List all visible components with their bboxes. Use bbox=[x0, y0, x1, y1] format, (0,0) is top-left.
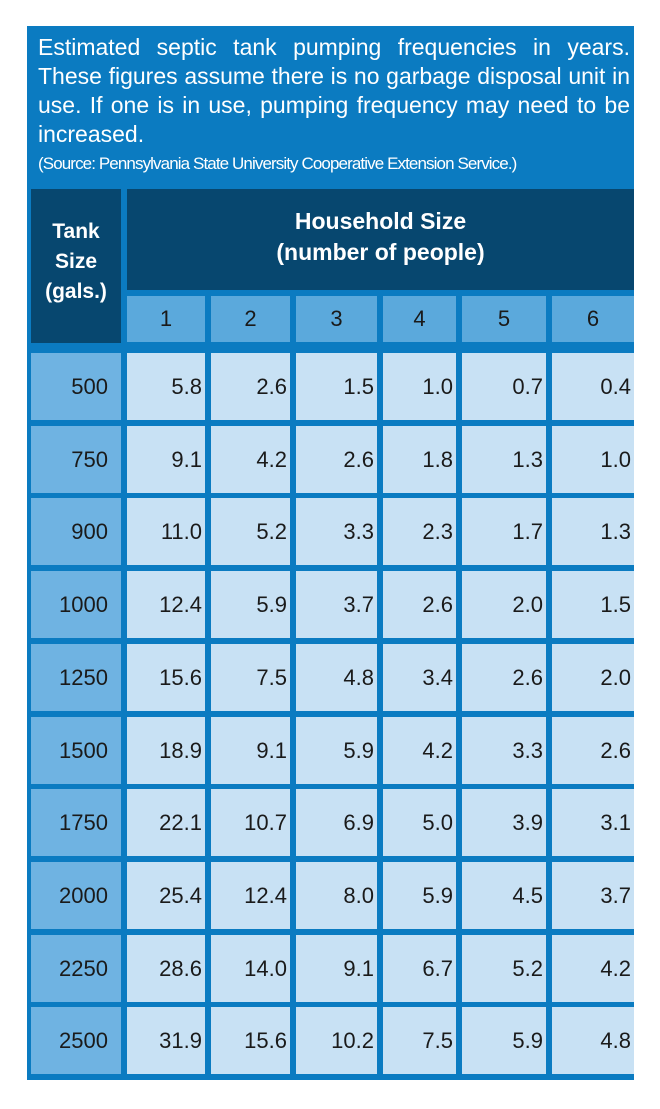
table-cell: 12.4 bbox=[127, 571, 205, 638]
table-cell: 2.6 bbox=[552, 717, 634, 784]
table-cell: 12.4 bbox=[211, 862, 290, 929]
row-header: 1000 bbox=[31, 571, 121, 638]
table-cell: 2.6 bbox=[296, 426, 377, 493]
table-cell: 7.5 bbox=[211, 644, 290, 711]
column-header: 2 bbox=[211, 296, 290, 342]
row-header: 1750 bbox=[31, 789, 121, 856]
table-cell: 2.3 bbox=[383, 498, 456, 565]
table-cell: 15.6 bbox=[211, 1007, 290, 1074]
table-cell: 5.9 bbox=[462, 1007, 546, 1074]
table-cell: 2.6 bbox=[462, 644, 546, 711]
table-cell: 22.1 bbox=[127, 789, 205, 856]
table-cell: 28.6 bbox=[127, 935, 205, 1002]
table-cell: 2.0 bbox=[552, 644, 634, 711]
table-cell: 4.2 bbox=[552, 935, 634, 1002]
row-header: 500 bbox=[31, 353, 121, 420]
table-cell: 4.2 bbox=[211, 426, 290, 493]
table-cell: 6.7 bbox=[383, 935, 456, 1002]
table-cell: 1.8 bbox=[383, 426, 456, 493]
table-cell: 9.1 bbox=[211, 717, 290, 784]
table-cell: 2.6 bbox=[383, 571, 456, 638]
row-header: 1250 bbox=[31, 644, 121, 711]
row-header: 1500 bbox=[31, 717, 121, 784]
row-header: 2000 bbox=[31, 862, 121, 929]
table-cell: 9.1 bbox=[127, 426, 205, 493]
table-cell: 0.7 bbox=[462, 353, 546, 420]
household-size-header-line2: (number of people) bbox=[276, 239, 485, 265]
table-cell: 1.0 bbox=[552, 426, 634, 493]
column-header: 5 bbox=[462, 296, 546, 342]
table-cell: 31.9 bbox=[127, 1007, 205, 1074]
tank-size-header: Tank Size (gals.) bbox=[31, 189, 121, 343]
column-header: 6 bbox=[552, 296, 634, 342]
table-cell: 1.3 bbox=[552, 498, 634, 565]
table-cell: 8.0 bbox=[296, 862, 377, 929]
row-header: 2250 bbox=[31, 935, 121, 1002]
table-cell: 3.7 bbox=[296, 571, 377, 638]
table-cell: 3.9 bbox=[462, 789, 546, 856]
table-cell: 3.3 bbox=[296, 498, 377, 565]
table-cell: 11.0 bbox=[127, 498, 205, 565]
table-cell: 18.9 bbox=[127, 717, 205, 784]
table-cell: 1.5 bbox=[552, 571, 634, 638]
column-header: 4 bbox=[383, 296, 456, 342]
tank-size-header-line2: Size bbox=[54, 250, 98, 273]
table-cell: 1.0 bbox=[383, 353, 456, 420]
column-header: 1 bbox=[127, 296, 205, 342]
table-cell: 14.0 bbox=[211, 935, 290, 1002]
row-header: 2500 bbox=[31, 1007, 121, 1074]
table-cell: 9.1 bbox=[296, 935, 377, 1002]
table-cell: 7.5 bbox=[383, 1007, 456, 1074]
table-cell: 4.2 bbox=[383, 717, 456, 784]
table-cell: 2.0 bbox=[462, 571, 546, 638]
household-size-header-line1: Household Size bbox=[294, 208, 467, 234]
table-cell: 5.9 bbox=[296, 717, 377, 784]
table-cell: 5.8 bbox=[127, 353, 205, 420]
table-cell: 5.2 bbox=[462, 935, 546, 1002]
table-cell: 4.8 bbox=[552, 1007, 634, 1074]
table-cell: 3.4 bbox=[383, 644, 456, 711]
table-cell: 5.2 bbox=[211, 498, 290, 565]
table-cell: 6.9 bbox=[296, 789, 377, 856]
table-cell: 4.8 bbox=[296, 644, 377, 711]
table-cell: 10.2 bbox=[296, 1007, 377, 1074]
pumping-frequency-table: Estimated septic tank pumping frequencie… bbox=[27, 26, 634, 1080]
tank-size-header-line1: Tank bbox=[52, 220, 100, 243]
table-cell: 25.4 bbox=[127, 862, 205, 929]
table-cell: 5.9 bbox=[383, 862, 456, 929]
column-header: 3 bbox=[296, 296, 377, 342]
table-cell: 3.3 bbox=[462, 717, 546, 784]
table-cell: 5.0 bbox=[383, 789, 456, 856]
tank-size-header-line3: (gals.) bbox=[45, 280, 107, 303]
table-cell: 5.9 bbox=[211, 571, 290, 638]
table-cell: 4.5 bbox=[462, 862, 546, 929]
row-header: 750 bbox=[31, 426, 121, 493]
table-cell: 15.6 bbox=[127, 644, 205, 711]
table-cell: 10.7 bbox=[211, 789, 290, 856]
table-cell: 2.6 bbox=[211, 353, 290, 420]
table-cell: 3.7 bbox=[552, 862, 634, 929]
table-cell: 3.1 bbox=[552, 789, 634, 856]
row-header: 900 bbox=[31, 498, 121, 565]
intro-text: Estimated septic tank pumping frequencie… bbox=[38, 34, 630, 147]
table-cell: 1.7 bbox=[462, 498, 546, 565]
table-cell: 0.4 bbox=[552, 353, 634, 420]
table-cell: 1.3 bbox=[462, 426, 546, 493]
table-cell: 1.5 bbox=[296, 353, 377, 420]
household-size-header: Household Size (number of people) bbox=[127, 189, 634, 290]
source-note: (Source: Pennsylvania State University C… bbox=[38, 154, 517, 173]
